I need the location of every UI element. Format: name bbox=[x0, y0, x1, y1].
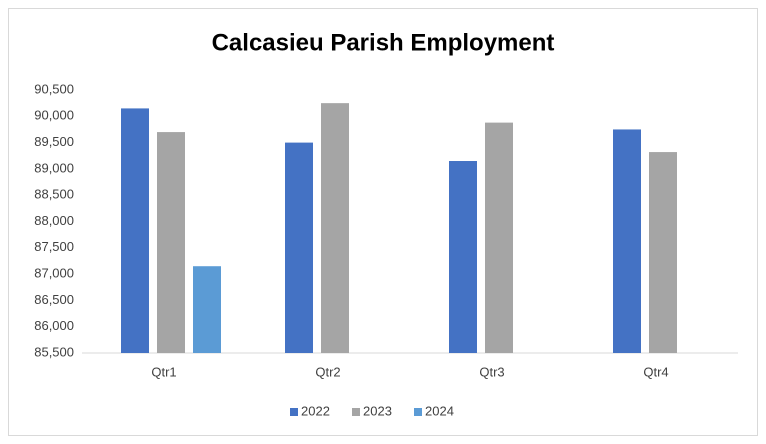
y-tick-label: 87,500 bbox=[34, 239, 74, 254]
bar bbox=[285, 142, 313, 353]
legend-swatch bbox=[290, 408, 298, 416]
chart-title: Calcasieu Parish Employment bbox=[212, 29, 555, 56]
legend-swatch bbox=[352, 408, 360, 416]
bar bbox=[613, 129, 641, 353]
y-tick-label: 87,000 bbox=[34, 266, 74, 281]
bar bbox=[193, 266, 221, 353]
y-tick-label: 85,500 bbox=[34, 344, 74, 359]
legend-label: 2024 bbox=[425, 403, 454, 418]
x-tick-label: Qtr2 bbox=[315, 364, 340, 379]
x-tick-label: Qtr1 bbox=[151, 364, 176, 379]
y-tick-label: 88,000 bbox=[34, 213, 74, 228]
bar bbox=[449, 161, 477, 353]
bar bbox=[121, 108, 149, 353]
y-tick-label: 89,500 bbox=[34, 134, 74, 149]
y-tick-label: 88,500 bbox=[34, 187, 74, 202]
y-tick-label: 90,000 bbox=[34, 108, 74, 123]
bar bbox=[157, 132, 185, 353]
bar bbox=[321, 103, 349, 354]
legend-swatch bbox=[414, 408, 422, 416]
y-tick-label: 86,000 bbox=[34, 318, 74, 333]
bar bbox=[649, 152, 677, 353]
legend-label: 2023 bbox=[363, 403, 392, 418]
legend-label: 2022 bbox=[301, 403, 330, 418]
bar bbox=[485, 122, 513, 353]
x-tick-label: Qtr4 bbox=[643, 364, 668, 379]
x-tick-label: Qtr3 bbox=[479, 364, 504, 379]
y-tick-label: 89,000 bbox=[34, 160, 74, 175]
y-tick-label: 86,500 bbox=[34, 292, 74, 307]
y-tick-label: 90,500 bbox=[34, 81, 74, 96]
